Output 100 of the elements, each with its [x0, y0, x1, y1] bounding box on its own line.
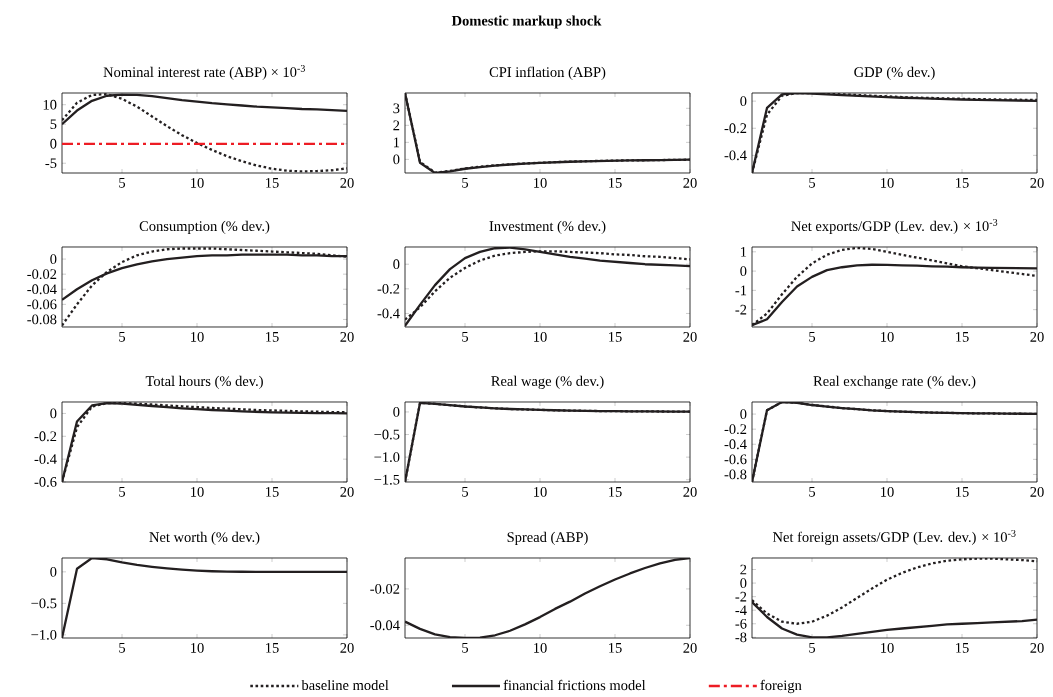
y-tick-label: 0 [50, 138, 57, 149]
y-tick-label: -0.4 [377, 308, 400, 319]
x-tick-label: 15 [609, 332, 622, 342]
x-tick-label: 10 [881, 178, 894, 188]
x-tick-label: 20 [340, 487, 354, 497]
line-series [405, 558, 690, 638]
x-tick-label: 10 [191, 178, 204, 188]
y-tick-label: -2 [735, 591, 747, 602]
x-tick-label: 15 [956, 332, 969, 342]
y-tick-label: -8 [735, 632, 747, 643]
x-tick-label: 20 [683, 178, 697, 188]
x-tick-label: 15 [956, 643, 969, 653]
x-tick-label: 15 [266, 178, 279, 188]
y-tick-label: -0.6 [724, 454, 747, 465]
chart-title: Real exchange rate (% dev.) [813, 375, 976, 389]
y-tick-label: 2 [740, 564, 747, 575]
y-tick-label: 1 [393, 137, 400, 148]
x-tick-label: 5 [119, 178, 126, 188]
y-tick-label: -0.4 [34, 454, 57, 465]
y-tick-label: −0.5 [31, 598, 57, 609]
y-tick-label: -2 [735, 304, 747, 315]
x-tick-label: 5 [462, 332, 469, 342]
x-tick-label: 20 [1030, 643, 1044, 653]
x-tick-label: 10 [534, 332, 547, 342]
x-tick-label: 10 [881, 332, 894, 342]
y-tick-label: 0 [740, 266, 747, 276]
x-tick-label: 5 [809, 643, 816, 653]
x-tick-label: 20 [1030, 332, 1044, 342]
y-tick-label: -0.2 [724, 424, 747, 435]
chart-title: Total hours (% dev.) [145, 375, 263, 389]
y-tick-label: 5 [50, 119, 57, 130]
y-tick-label: 0 [393, 154, 400, 165]
y-tick-label: -0.2 [34, 431, 57, 442]
chart-title: Net exports/GDP (Lev. dev.) × 10$^{-3}$ [791, 218, 998, 234]
x-tick-label: 5 [809, 178, 816, 188]
y-tick-label: -0.2 [724, 123, 747, 134]
x-tick-label: 20 [1030, 178, 1044, 188]
y-tick-label: -0.06 [27, 299, 57, 310]
y-tick-label: 10 [43, 99, 57, 110]
x-tick-label: 10 [191, 643, 204, 653]
y-tick-label: -5 [45, 158, 57, 169]
x-tick-label: 15 [956, 178, 969, 188]
y-tick-label: 0 [393, 407, 400, 417]
x-tick-label: 20 [340, 643, 354, 653]
y-tick-label: −0.5 [374, 429, 400, 440]
y-tick-label: −1.5 [374, 474, 400, 485]
y-tick-label: 0 [740, 578, 747, 588]
x-tick-label: 10 [191, 487, 204, 497]
y-tick-label: −1.0 [374, 452, 400, 463]
y-tick-label: 0 [393, 259, 400, 270]
chart-title: Real wage (% dev.) [491, 375, 604, 389]
x-tick-label: 5 [809, 487, 816, 497]
y-tick-label: -0.04 [27, 284, 57, 295]
y-tick-label: 0 [740, 409, 747, 419]
x-tick-label: 5 [119, 643, 126, 653]
y-tick-label: -4 [735, 605, 747, 615]
x-tick-label: 20 [683, 332, 697, 342]
x-tick-label: 5 [119, 487, 126, 497]
chart-title: Nominal interest rate (ABP) × 10$^{-3}$ [103, 64, 305, 80]
x-tick-label: 20 [340, 178, 354, 188]
chart-title: Investment (% dev.) [489, 220, 606, 234]
y-tick-label: -6 [735, 618, 747, 629]
x-tick-label: 10 [534, 643, 547, 653]
x-tick-label: 5 [809, 332, 816, 342]
y-tick-label: -1 [735, 285, 747, 296]
y-tick-label: −1.0 [31, 629, 57, 640]
x-tick-label: 15 [609, 487, 622, 497]
chart-title: Net foreign assets/GDP (Lev. dev.) × 10$^{-3}$ [772, 529, 1016, 545]
y-tick-label: -0.04 [370, 620, 400, 631]
y-tick-label: 0 [50, 254, 57, 264]
x-tick-label: 10 [191, 332, 204, 342]
chart-title: CPI inflation (ABP) [489, 66, 606, 80]
y-tick-label: -0.02 [27, 269, 57, 280]
x-tick-label: 5 [462, 178, 469, 188]
legend-label: foreign [760, 679, 802, 694]
line-series [62, 93, 347, 173]
x-tick-label: 15 [266, 643, 279, 653]
y-tick-label: 0 [50, 566, 57, 577]
x-tick-label: 15 [266, 487, 279, 497]
x-tick-label: 15 [609, 643, 622, 653]
text: Domestic markup shock [451, 15, 602, 29]
x-tick-label: 10 [881, 643, 894, 653]
x-tick-label: 10 [534, 178, 547, 188]
x-tick-label: 15 [956, 487, 969, 497]
chart-title: Spread (ABP) [507, 531, 588, 545]
x-tick-label: 10 [534, 487, 547, 497]
y-tick-label: -0.2 [377, 283, 400, 294]
chart-title: Consumption (% dev.) [139, 220, 270, 234]
y-tick-label: 3 [393, 103, 400, 114]
x-tick-label: 15 [609, 178, 622, 188]
y-tick-label: -0.08 [27, 314, 57, 325]
chart-title: Net worth (% dev.) [149, 531, 260, 545]
y-tick-label: -0.02 [370, 583, 400, 594]
y-tick-label: 0 [50, 408, 57, 419]
chart-title: GDP (% dev.) [854, 66, 935, 80]
x-tick-label: 10 [881, 487, 894, 497]
y-tick-label: -0.4 [724, 439, 747, 450]
y-tick-label: 2 [393, 120, 400, 131]
x-tick-label: 5 [462, 643, 469, 653]
x-tick-label: 5 [119, 332, 126, 342]
